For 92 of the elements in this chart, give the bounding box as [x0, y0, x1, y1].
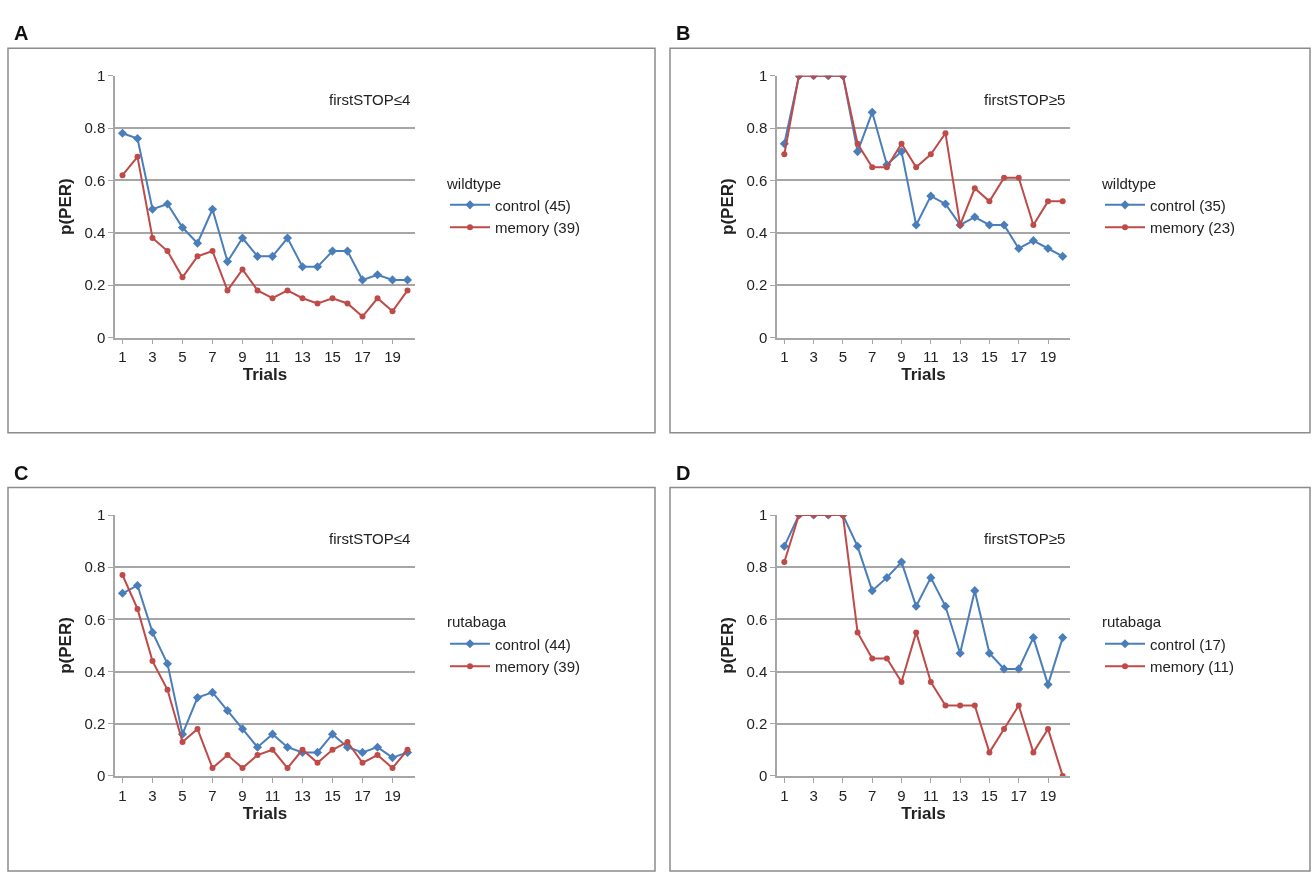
x-tick-label: 9 — [238, 348, 247, 366]
legend-label: control (17) — [1150, 635, 1226, 653]
x-tick-label: 17 — [1010, 348, 1028, 366]
x-tick-label: 9 — [238, 786, 247, 804]
x-tick-label: 15 — [981, 786, 998, 804]
x-tick-label: 13 — [294, 348, 311, 366]
x-tick-label: 7 — [208, 786, 217, 804]
x-axis-title: Trials — [901, 365, 946, 385]
legend-label: memory (11) — [1150, 658, 1234, 676]
legend-label: memory (39) — [495, 219, 581, 237]
x-tick-label: 5 — [838, 348, 848, 366]
y-tick-label: 0.6 — [84, 171, 106, 189]
y-tick-label: 0.4 — [84, 662, 106, 680]
x-tick-label: 17 — [1010, 786, 1028, 804]
y-tick-label: 0.2 — [84, 276, 106, 294]
annotation: firstSTOP≥5 — [984, 91, 1066, 108]
y-tick-label: 0.2 — [84, 714, 106, 732]
y-axis-title: p(PER) — [56, 178, 76, 235]
y-axis-title: p(PER) — [56, 617, 76, 674]
y-tick-label: 1 — [758, 66, 768, 84]
x-tick-label: 19 — [1039, 786, 1057, 804]
y-tick-label: 0 — [96, 767, 106, 785]
y-tick-label: 0.6 — [746, 610, 768, 628]
y-tick-label: 1 — [96, 66, 106, 84]
x-tick-label: 9 — [897, 786, 906, 804]
x-tick-label: 7 — [868, 786, 877, 804]
x-axis-title: Trials — [242, 365, 288, 385]
x-tick-label: 19 — [1039, 348, 1057, 366]
y-tick-label: 0.2 — [746, 276, 768, 294]
x-axis-title: Trials — [242, 803, 288, 823]
x-tick-label: 15 — [981, 348, 998, 366]
x-tick-label: 1 — [118, 348, 127, 366]
y-tick-label: 0.2 — [746, 714, 768, 732]
x-tick-label: 13 — [294, 786, 311, 804]
y-tick-label: 0.6 — [746, 171, 768, 189]
y-tick-label: 0 — [758, 767, 768, 785]
legend-label: control (35) — [1150, 196, 1226, 214]
legend-label: memory (39) — [495, 658, 581, 676]
y-tick-label: 0.4 — [746, 662, 768, 680]
legend-label: control (44) — [495, 635, 571, 653]
y-axis-title: p(PER) — [718, 178, 738, 235]
x-tick-label: 11 — [923, 348, 939, 366]
x-tick-label: 1 — [118, 786, 127, 804]
x-axis-title: Trials — [901, 803, 946, 823]
chart-title: D — [676, 462, 691, 484]
x-tick-label: 13 — [951, 786, 969, 804]
x-tick-label: 19 — [384, 348, 401, 366]
x-tick-label: 5 — [178, 348, 187, 366]
x-tick-label: 3 — [809, 786, 818, 804]
x-tick-label: 13 — [951, 348, 969, 366]
y-tick-label: 0.8 — [746, 119, 768, 137]
y-tick-label: 0.6 — [84, 610, 106, 628]
x-tick-label: 11 — [264, 348, 281, 366]
x-tick-label: 7 — [208, 348, 217, 366]
x-tick-label: 15 — [324, 348, 341, 366]
y-tick-label: 0.4 — [84, 224, 106, 242]
annotation: firstSTOP≥5 — [984, 530, 1066, 547]
y-axis-title: p(PER) — [718, 617, 738, 674]
y-tick-label: 1 — [758, 506, 768, 524]
x-tick-label: 11 — [264, 786, 281, 804]
x-tick-label: 15 — [324, 786, 341, 804]
x-tick-label: 1 — [780, 786, 789, 804]
legend-label: memory (23) — [1150, 219, 1236, 237]
x-tick-label: 17 — [354, 786, 371, 804]
annotation: firstSTOP≤4 — [329, 530, 411, 547]
x-tick-label: 7 — [868, 348, 877, 366]
legend-title: rutabaga — [1102, 613, 1162, 631]
x-tick-label: 11 — [923, 786, 939, 804]
x-tick-label: 3 — [809, 348, 818, 366]
x-tick-label: 9 — [897, 348, 906, 366]
chart-title: B — [676, 22, 691, 44]
x-tick-label: 5 — [178, 786, 187, 804]
legend-title: rutabaga — [447, 613, 507, 631]
x-tick-label: 17 — [354, 348, 371, 366]
y-tick-label: 1 — [96, 506, 106, 524]
y-tick-label: 0.8 — [746, 558, 768, 576]
y-tick-label: 0 — [758, 328, 768, 346]
x-tick-label: 5 — [838, 786, 848, 804]
legend-title: wildtype — [1101, 174, 1157, 192]
x-tick-label: 3 — [148, 786, 157, 804]
x-tick-label: 1 — [780, 348, 789, 366]
y-tick-label: 0.4 — [746, 224, 768, 242]
x-tick-label: 19 — [384, 786, 401, 804]
legend-title: wildtype — [446, 174, 502, 192]
chart-title: A — [14, 22, 29, 44]
x-tick-label: 3 — [148, 348, 157, 366]
y-tick-label: 0.8 — [84, 558, 106, 576]
legend-label: control (45) — [495, 196, 571, 214]
y-tick-label: 0.8 — [84, 119, 106, 137]
y-tick-label: 0 — [96, 328, 106, 346]
chart-title: C — [14, 462, 29, 484]
annotation: firstSTOP≤4 — [329, 91, 411, 108]
